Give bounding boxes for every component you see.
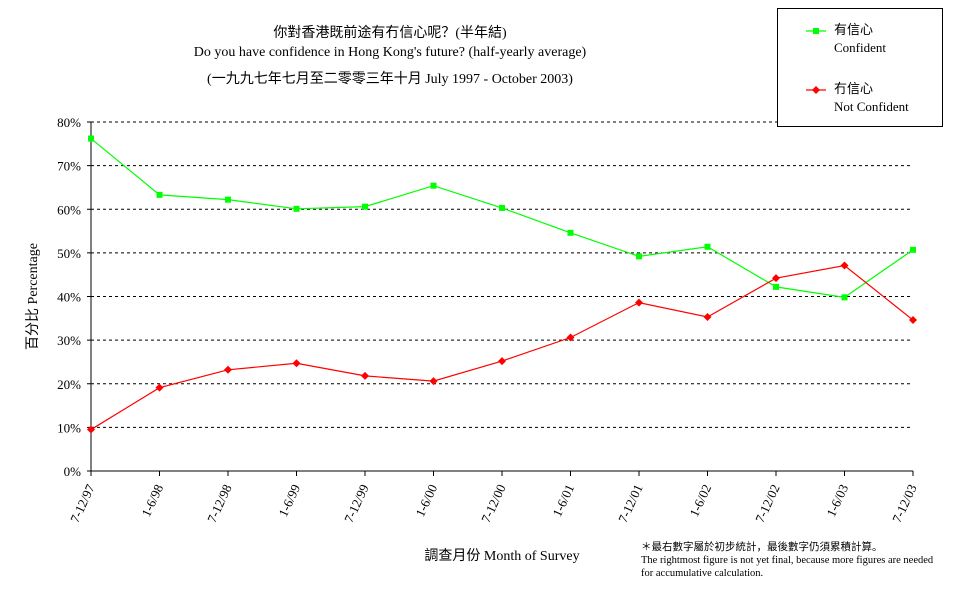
y-tick-label: 50% — [57, 246, 81, 261]
y-tick-label: 10% — [57, 420, 81, 435]
legend-label-confident: 有信心 Confident — [834, 22, 886, 55]
data-point-confident — [293, 205, 300, 212]
x-tick-label: 1-6/00 — [412, 482, 440, 519]
data-point-not-confident — [87, 425, 95, 434]
x-tick-label: 7-12/99 — [341, 482, 372, 525]
footnote-en: The rightmost figure is not yet final, b… — [641, 555, 934, 579]
data-point-confident — [362, 203, 368, 210]
data-point-confident — [636, 253, 642, 260]
y-tick-label: 80% — [57, 115, 81, 130]
y-tick-label: 30% — [57, 333, 81, 348]
data-point-confident — [910, 246, 916, 253]
legend-swatch-confident — [806, 28, 826, 34]
data-point-not-confident — [361, 371, 369, 380]
legend: 有信心 Confident 冇信心 Not Confident — [777, 8, 943, 127]
x-axis-title: 調查月份 Month of Survey — [424, 548, 579, 564]
x-tick-label: 7-12/01 — [615, 482, 646, 525]
data-point-confident — [430, 182, 437, 189]
data-point-not-confident — [429, 377, 438, 386]
x-tick-label: 1-6/99 — [275, 482, 303, 519]
data-point-not-confident — [224, 365, 232, 374]
data-point-not-confident — [292, 359, 301, 368]
data-point-not-confident — [840, 261, 849, 270]
chart-subtitle-period: (一九九七年七月至二零零三年十月 July 1997 - October 200… — [207, 72, 573, 87]
x-tick-label: 1-6/02 — [686, 482, 714, 519]
y-tick-label: 0% — [64, 464, 82, 479]
y-tick-label: 60% — [57, 202, 81, 217]
data-point-confident — [225, 196, 231, 203]
x-tick-label: 7-12/03 — [889, 482, 920, 525]
x-tick-label: 1-6/98 — [138, 482, 166, 519]
data-point-not-confident — [635, 298, 643, 307]
data-point-not-confident — [566, 333, 575, 342]
y-tick-label: 70% — [57, 159, 81, 174]
data-point-confident — [88, 135, 94, 142]
footnote: ＊最右數字屬於初步統計，最後數字仍須累積計算。 The rightmost fi… — [641, 541, 941, 580]
data-point-not-confident — [909, 316, 917, 325]
x-tick-label: 1-6/03 — [823, 482, 851, 519]
data-point-not-confident — [772, 274, 780, 283]
footnote-zh: ＊最右數字屬於初步統計，最後數字仍須累積計算。 — [641, 542, 883, 553]
chart-subtitle: Do you have confidence in Hong Kong's fu… — [193, 45, 587, 60]
data-point-confident — [704, 243, 711, 250]
legend-swatch-not-confident — [806, 86, 826, 94]
chart-title: 你對香港既前途有冇信心呢？(半年結) — [273, 26, 507, 41]
series-line-not-confident — [90, 264, 914, 431]
legend-label-not-confident: 冇信心 Not Confident — [834, 81, 909, 114]
data-point-confident — [156, 191, 163, 198]
series-line-confident — [90, 138, 914, 299]
x-tick-label: 1-6/01 — [549, 482, 577, 519]
x-tick-label: 7-12/00 — [478, 482, 509, 525]
data-point-confident — [841, 294, 848, 301]
data-point-confident — [499, 204, 505, 211]
data-point-not-confident — [155, 383, 164, 392]
data-point-confident — [567, 229, 574, 236]
y-tick-label: 40% — [57, 290, 81, 305]
x-tick-label: 7-12/97 — [67, 481, 98, 524]
data-point-not-confident — [498, 357, 506, 366]
x-tick-label: 7-12/98 — [204, 482, 235, 525]
data-point-confident — [773, 283, 779, 290]
x-tick-label: 7-12/02 — [752, 482, 783, 525]
y-tick-label: 20% — [57, 377, 81, 392]
y-axis-title: 百分比 Percentage — [25, 243, 41, 350]
data-point-not-confident — [703, 313, 712, 322]
